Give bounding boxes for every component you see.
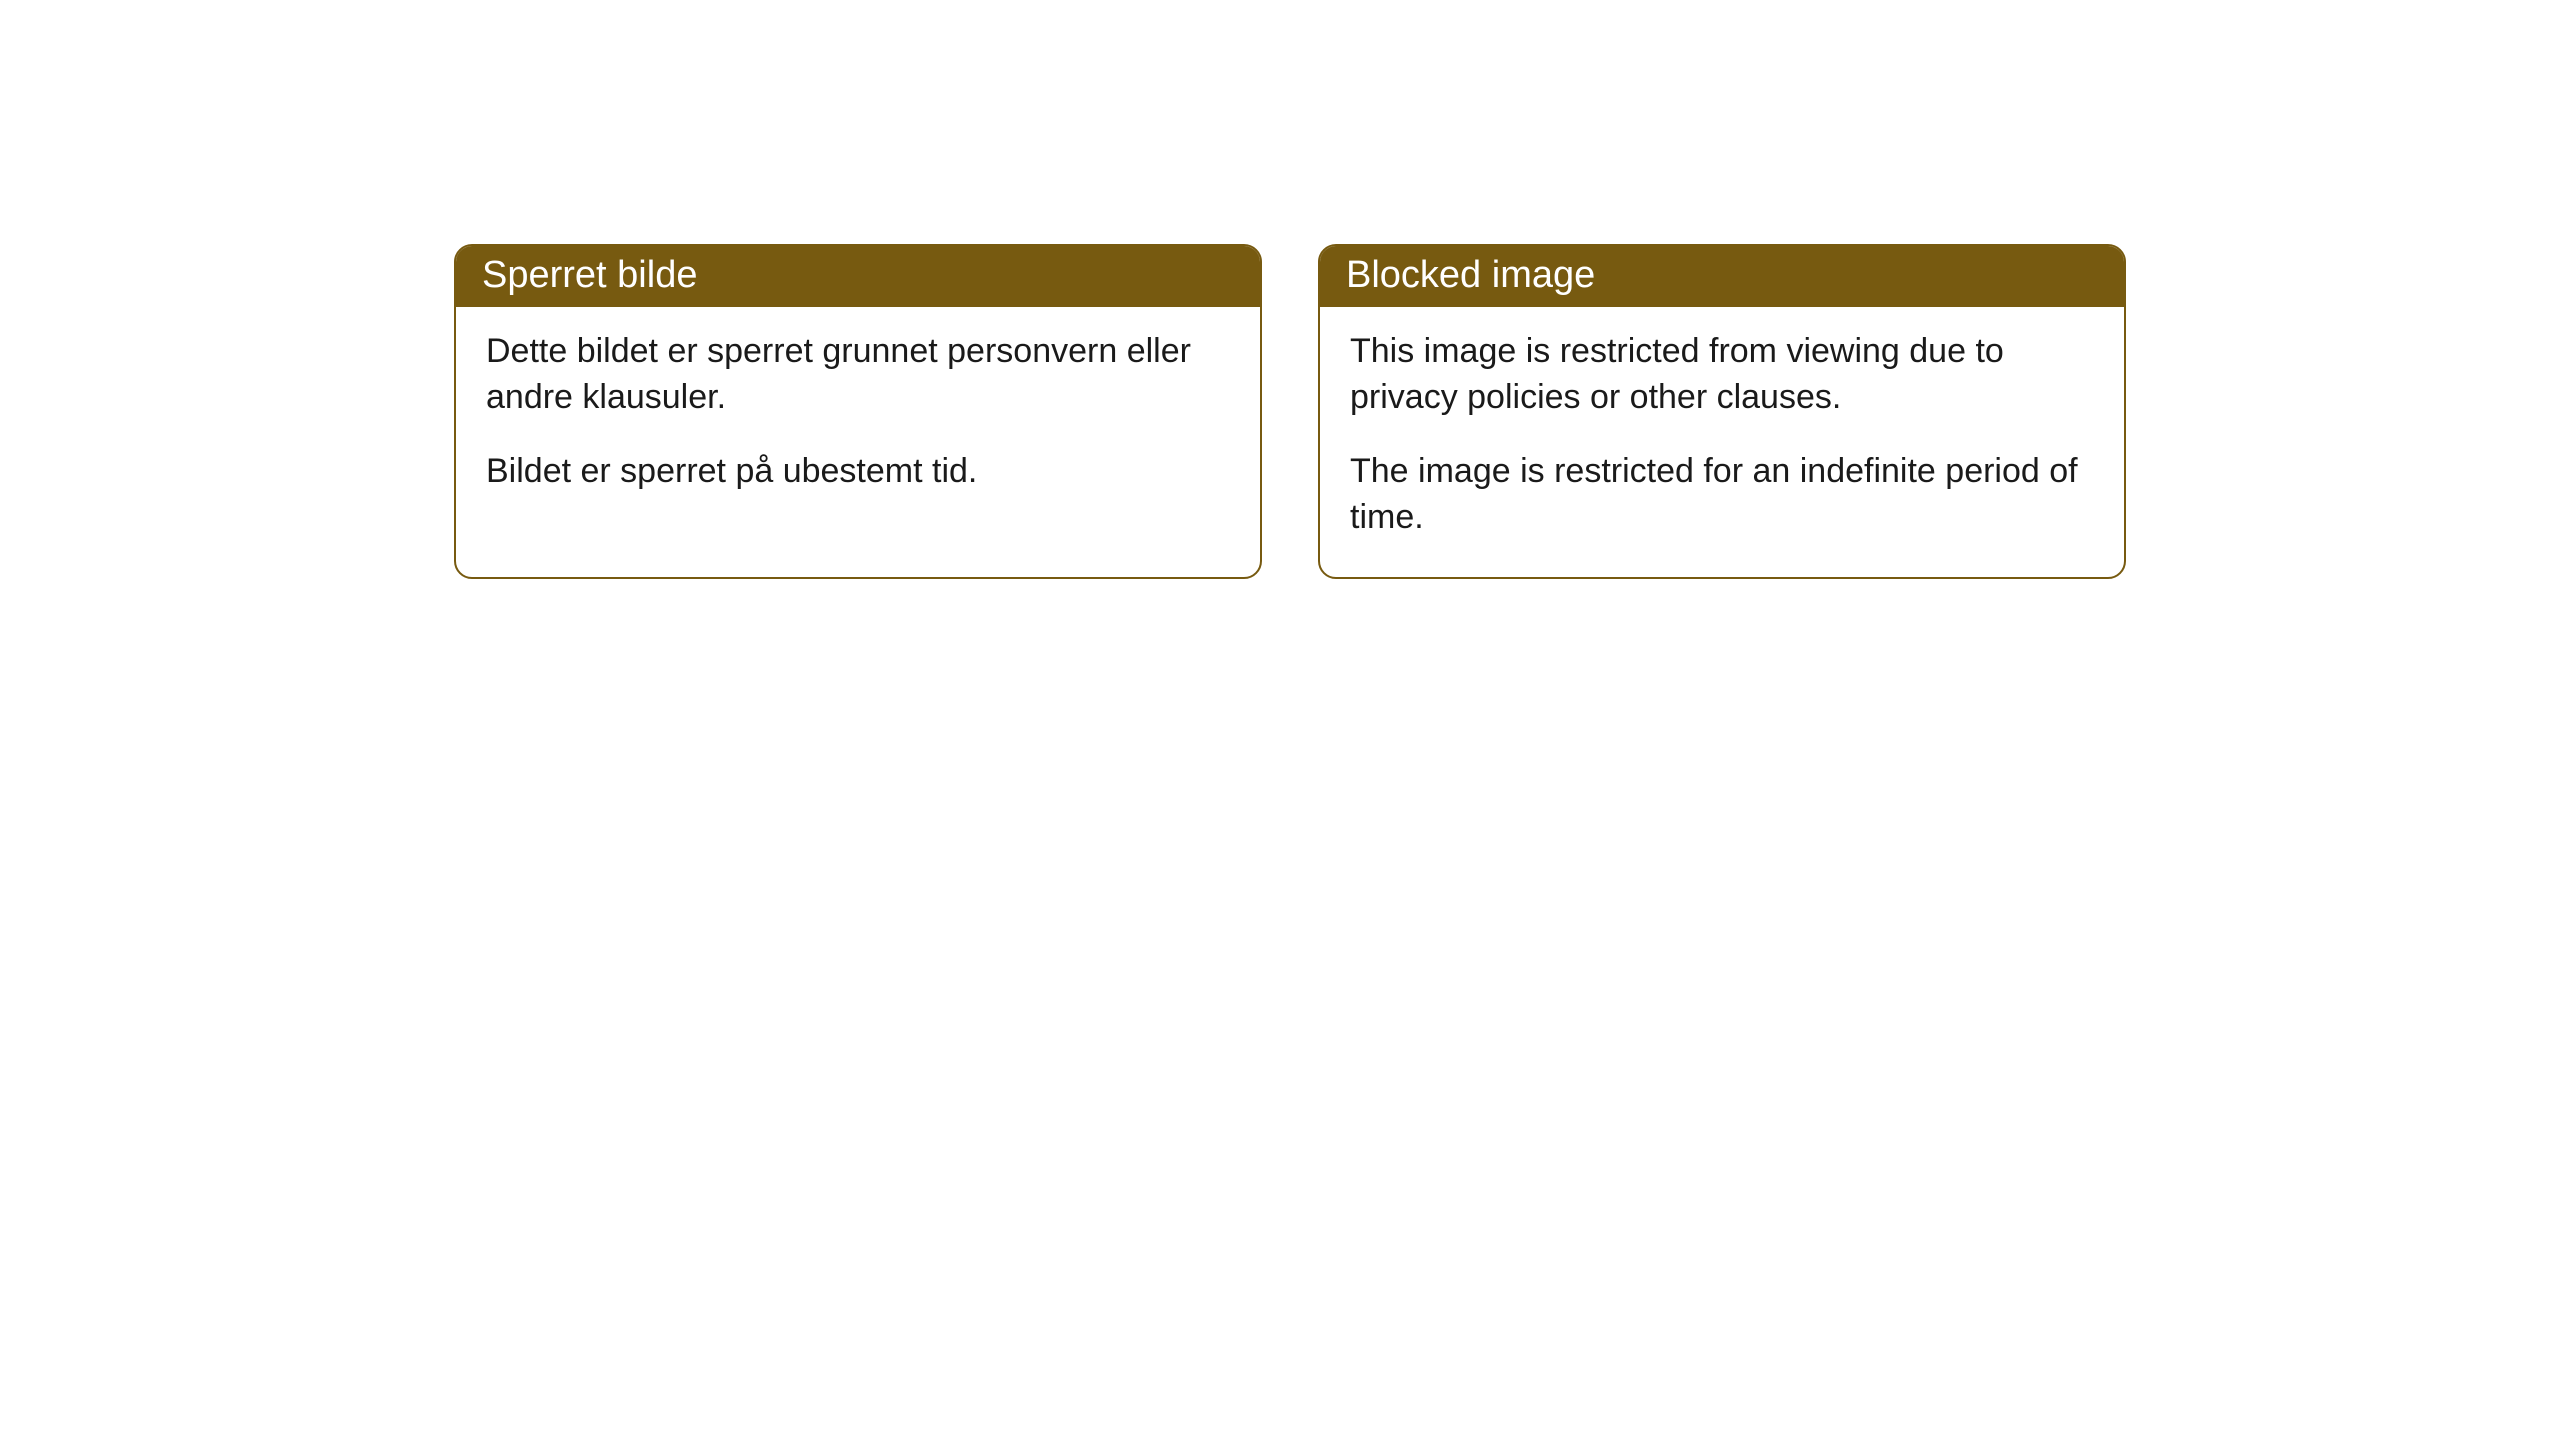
notice-paragraph: This image is restricted from viewing du… [1350,329,2094,421]
notice-card-norwegian: Sperret bilde Dette bildet er sperret gr… [454,244,1262,579]
notice-header: Blocked image [1320,246,2124,307]
notice-title: Blocked image [1346,254,1595,296]
notice-paragraph: The image is restricted for an indefinit… [1350,449,2094,541]
notice-header: Sperret bilde [456,246,1260,307]
notice-paragraph: Bildet er sperret på ubestemt tid. [486,449,1230,495]
notice-body: This image is restricted from viewing du… [1320,307,2124,577]
notice-card-english: Blocked image This image is restricted f… [1318,244,2126,579]
notice-body: Dette bildet er sperret grunnet personve… [456,307,1260,531]
notice-paragraph: Dette bildet er sperret grunnet personve… [486,329,1230,421]
notice-container: Sperret bilde Dette bildet er sperret gr… [0,0,2560,579]
notice-title: Sperret bilde [482,254,697,296]
